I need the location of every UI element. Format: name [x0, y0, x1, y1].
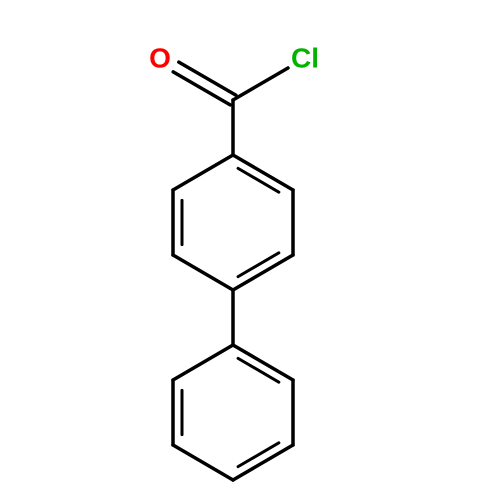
o-atom-label: O [149, 43, 171, 74]
molecule-diagram: O Cl [0, 0, 500, 500]
cl-atom-label: Cl [291, 43, 319, 74]
